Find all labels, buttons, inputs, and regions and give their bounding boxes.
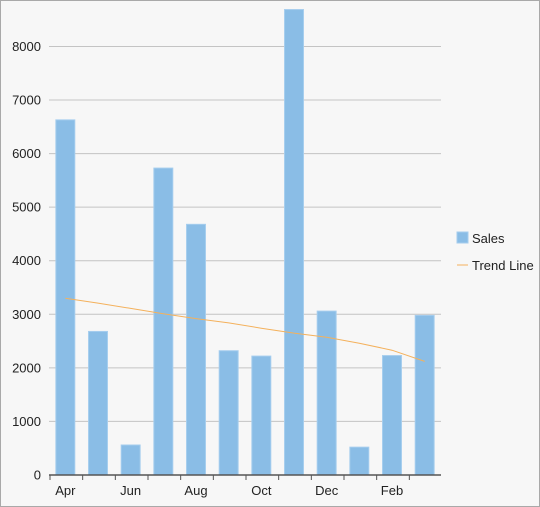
- trend-line-layer: [65, 297, 425, 362]
- sales-bar: [316, 310, 337, 476]
- x-tick-label: Dec: [315, 483, 339, 498]
- y-tick-label: 4000: [12, 253, 41, 268]
- sales-bar: [218, 350, 239, 476]
- legend: Sales Trend Line: [456, 231, 534, 273]
- y-tick-label: 1000: [12, 414, 41, 429]
- trend-line: [65, 297, 425, 362]
- axes: [49, 474, 441, 480]
- x-tick-label: Jun: [120, 483, 141, 498]
- legend-item-sales: Sales: [456, 231, 505, 246]
- sales-bar: [186, 223, 206, 476]
- sales-bar: [382, 355, 402, 476]
- y-tick-label: 3000: [12, 307, 41, 322]
- sales-bar: [55, 119, 76, 476]
- sales-bar: [153, 167, 174, 476]
- legend-label-trend-line: Trend Line: [472, 258, 534, 273]
- sales-bar: [349, 446, 370, 476]
- x-axis-labels: Apr Jun Aug Oct Dec Feb: [55, 483, 403, 498]
- grid-lines: [49, 45, 441, 422]
- bars: [55, 9, 435, 476]
- y-tick-label: 6000: [12, 146, 41, 161]
- y-tick-label: 2000: [12, 360, 41, 375]
- x-tick-label: Apr: [55, 483, 76, 498]
- sales-bar: [414, 314, 435, 476]
- sales-bar: [120, 444, 141, 476]
- sales-bar: [284, 9, 304, 476]
- x-tick-label: Feb: [381, 483, 403, 498]
- legend-item-trend-line: Trend Line: [457, 258, 534, 273]
- y-axis-labels: 0 1000 2000 3000 4000 5000 6000 7000 8000: [12, 39, 41, 483]
- x-tick-label: Aug: [184, 483, 207, 498]
- sales-bar: [88, 330, 108, 476]
- y-tick-label: 5000: [12, 200, 41, 215]
- y-tick-label: 7000: [12, 93, 41, 108]
- sales-bar: [251, 355, 272, 476]
- legend-swatch-sales: [456, 231, 469, 244]
- y-tick-label: 0: [34, 468, 41, 483]
- legend-label-sales: Sales: [472, 231, 505, 246]
- x-tick-label: Oct: [251, 483, 272, 498]
- y-tick-label: 8000: [12, 39, 41, 54]
